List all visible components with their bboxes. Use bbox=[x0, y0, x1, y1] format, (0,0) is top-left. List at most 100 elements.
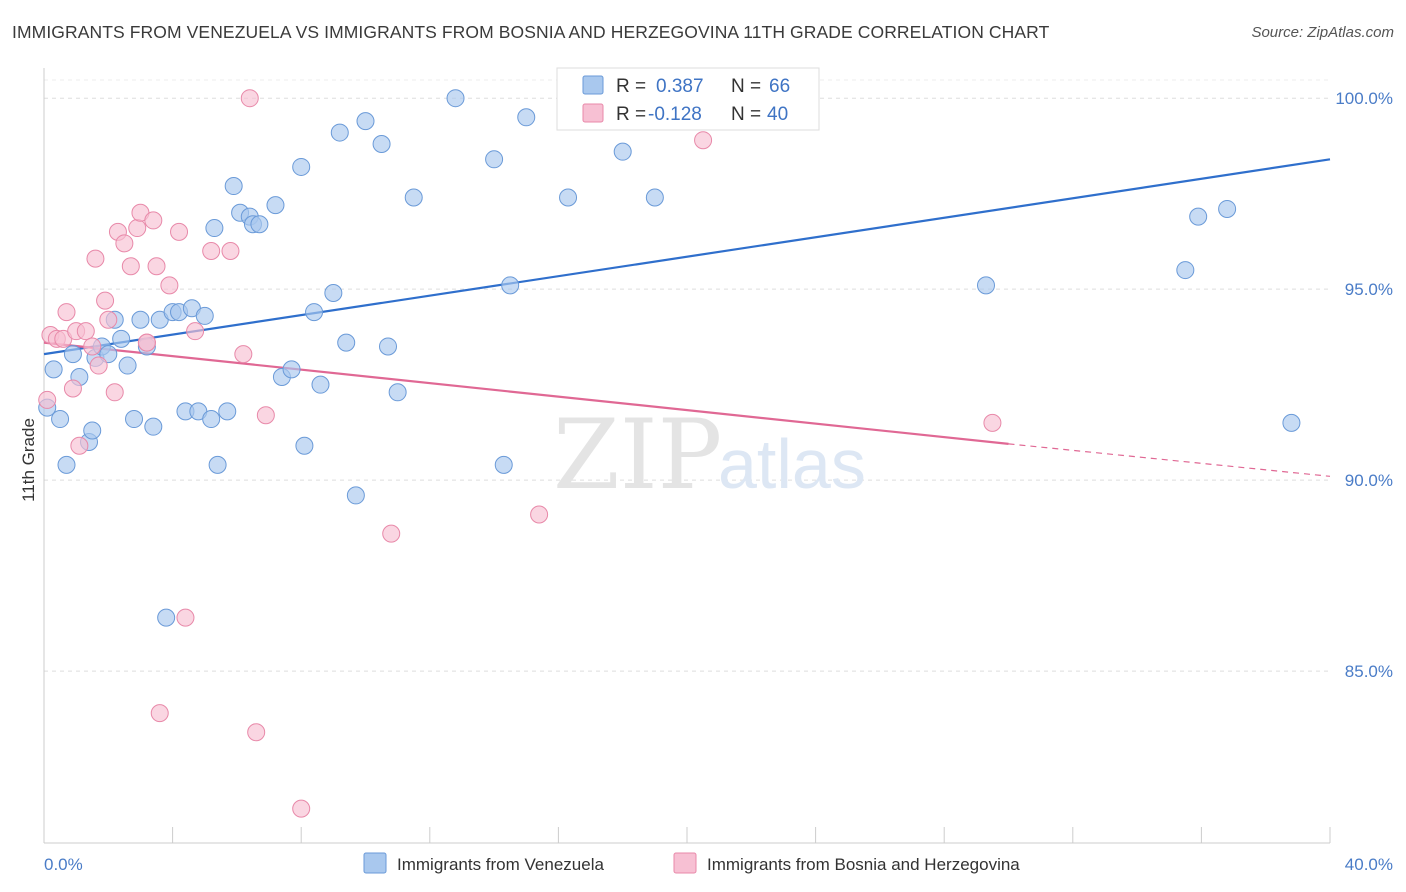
point-bosnia-29 bbox=[221, 241, 240, 260]
point-venezuela-47 bbox=[379, 337, 398, 356]
point-venezuela-41 bbox=[324, 283, 343, 302]
point-venezuela-52 bbox=[494, 455, 513, 474]
point-bosnia-36 bbox=[530, 505, 549, 524]
watermark-zip: ZIP bbox=[553, 399, 722, 511]
point-venezuela-28 bbox=[218, 402, 237, 421]
series-swatch-venezuela bbox=[363, 852, 387, 874]
point-venezuela-26 bbox=[205, 219, 224, 238]
point-venezuela-62 bbox=[1189, 207, 1208, 226]
point-bosnia-33 bbox=[256, 406, 275, 425]
point-venezuela-2 bbox=[57, 455, 76, 474]
point-venezuela-64 bbox=[1282, 413, 1301, 432]
point-venezuela-45 bbox=[356, 112, 375, 131]
y-tick-label-3: 100.0% bbox=[1335, 89, 1393, 108]
series-label-venezuela: Immigrants from Venezuela bbox=[397, 855, 604, 874]
point-venezuela-43 bbox=[337, 333, 356, 352]
point-bosnia-5 bbox=[63, 379, 82, 398]
point-bosnia-14 bbox=[105, 383, 124, 402]
trend-line-venezuela bbox=[43, 158, 1331, 356]
point-venezuela-39 bbox=[305, 303, 324, 322]
point-venezuela-54 bbox=[517, 108, 536, 127]
point-bosnia-13 bbox=[99, 310, 118, 329]
legend-n-label-1: N = bbox=[731, 76, 761, 97]
legend-swatch-bosnia bbox=[582, 103, 604, 123]
axes bbox=[43, 68, 1331, 844]
legend-r-value-2: -0.128 bbox=[648, 104, 702, 125]
point-venezuela-13 bbox=[125, 410, 144, 429]
point-venezuela-6 bbox=[83, 421, 102, 440]
point-venezuela-61 bbox=[1176, 261, 1195, 280]
point-venezuela-46 bbox=[372, 135, 391, 154]
point-bosnia-16 bbox=[115, 234, 134, 253]
legend-r-label-1: R = bbox=[616, 76, 646, 97]
point-venezuela-16 bbox=[144, 417, 163, 436]
x-tick-label-1: 40.0% bbox=[1345, 855, 1393, 874]
point-bosnia-9 bbox=[83, 337, 102, 356]
point-venezuela-49 bbox=[404, 188, 423, 207]
point-bosnia-21 bbox=[144, 211, 163, 230]
point-bosnia-7 bbox=[70, 436, 89, 455]
x-tick-label-0: 0.0% bbox=[44, 855, 83, 874]
point-bosnia-28 bbox=[202, 241, 221, 260]
point-venezuela-51 bbox=[485, 150, 504, 169]
watermark-atlas: atlas bbox=[718, 425, 866, 503]
series-swatch-bosnia bbox=[673, 852, 697, 874]
point-bosnia-23 bbox=[150, 704, 169, 723]
watermark: ZIP atlas bbox=[553, 399, 866, 511]
point-bosnia-8 bbox=[76, 322, 95, 341]
point-bosnia-32 bbox=[247, 723, 266, 742]
point-venezuela-27 bbox=[208, 455, 227, 474]
point-venezuela-55 bbox=[559, 188, 578, 207]
point-venezuela-25 bbox=[202, 410, 221, 429]
point-venezuela-24 bbox=[195, 306, 214, 325]
point-venezuela-44 bbox=[346, 486, 365, 505]
grid-lines bbox=[44, 79, 1330, 672]
chart-title: IMMIGRANTS FROM VENEZUELA VS IMMIGRANTS … bbox=[12, 22, 1050, 42]
point-bosnia-18 bbox=[128, 219, 147, 238]
y-tick-label-0: 85.0% bbox=[1345, 662, 1393, 681]
point-venezuela-53 bbox=[501, 276, 520, 295]
series-label-bosnia: Immigrants from Bosnia and Herzegovina bbox=[707, 855, 1020, 874]
point-venezuela-14 bbox=[131, 310, 150, 329]
legend-n-value-1: 66 bbox=[769, 76, 790, 97]
stats-legend: R = 0.387 N = 66 R = -0.128 N = 40 bbox=[556, 67, 820, 131]
point-venezuela-36 bbox=[282, 360, 301, 379]
point-venezuela-58 bbox=[645, 188, 664, 207]
legend-n-label-2: N = bbox=[731, 104, 761, 125]
point-bosnia-0 bbox=[38, 390, 57, 409]
point-bosnia-12 bbox=[96, 291, 115, 310]
point-bosnia-17 bbox=[121, 257, 140, 276]
point-bosnia-4 bbox=[57, 303, 76, 322]
point-bosnia-24 bbox=[160, 276, 179, 295]
trend-lines bbox=[43, 158, 1331, 477]
point-venezuela-33 bbox=[250, 215, 269, 234]
point-venezuela-60 bbox=[976, 276, 995, 295]
point-bosnia-10 bbox=[86, 249, 105, 268]
point-venezuela-57 bbox=[613, 142, 632, 161]
data-points bbox=[38, 89, 1301, 818]
point-venezuela-1 bbox=[51, 410, 70, 429]
point-bosnia-26 bbox=[176, 608, 195, 627]
point-venezuela-3 bbox=[63, 345, 82, 364]
point-bosnia-34 bbox=[292, 799, 311, 818]
y-tick-label-1: 90.0% bbox=[1345, 471, 1393, 490]
legend-r-label-2: R = bbox=[616, 104, 646, 125]
point-venezuela-34 bbox=[266, 196, 285, 215]
point-venezuela-0 bbox=[44, 360, 63, 379]
series-legend: Immigrants from Venezuela Immigrants fro… bbox=[363, 852, 1020, 874]
legend-swatch-venezuela bbox=[582, 75, 604, 95]
point-venezuela-12 bbox=[118, 356, 137, 375]
point-venezuela-50 bbox=[446, 89, 465, 108]
point-venezuela-63 bbox=[1218, 199, 1237, 218]
y-axis-label: 11th Grade bbox=[19, 418, 38, 502]
point-venezuela-11 bbox=[112, 329, 131, 348]
point-bosnia-27 bbox=[186, 322, 205, 341]
point-bosnia-37 bbox=[137, 333, 156, 352]
point-bosnia-25 bbox=[170, 222, 189, 241]
point-venezuela-29 bbox=[224, 177, 243, 196]
legend-r-value-1: 0.387 bbox=[656, 76, 704, 97]
point-venezuela-40 bbox=[311, 375, 330, 394]
legend-n-value-2: 40 bbox=[767, 104, 788, 125]
point-bosnia-39 bbox=[694, 131, 713, 150]
